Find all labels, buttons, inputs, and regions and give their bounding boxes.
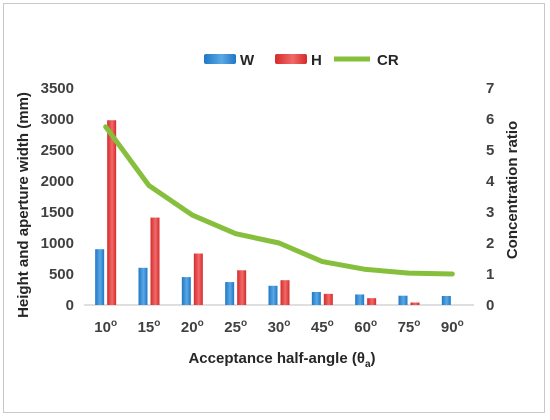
x-tick-label: 90o [441,318,464,336]
bar-h [410,302,420,305]
bar-w [398,295,408,305]
bar-h [237,270,247,305]
bar-h [280,280,290,305]
x-tick-label: 60o [354,318,377,336]
bar-h [193,253,203,305]
y-left-tick-label: 500 [49,266,74,283]
bar-w [181,277,191,305]
x-axis-title: Acceptance half-angle (θa) [188,350,375,370]
legend-label-h: H [311,52,322,69]
bar-w [355,294,365,305]
x-tick-label: 25o [224,318,247,336]
y-right-tick-label: 7 [486,80,494,97]
y-right-tick-label: 4 [486,173,495,190]
y-right-tick-label: 1 [486,266,494,283]
x-axis-title-sub: a [365,359,371,370]
chart-frame [3,3,545,413]
y-right-tick-label: 6 [486,111,494,128]
y-right-tick-label: 2 [486,235,494,252]
bars-group [95,120,451,306]
x-axis-title-end: ) [371,350,376,367]
right-axis-ticks: 0 1 2 3 4 5 6 7 [486,80,495,314]
bar-h [150,217,160,305]
bar-w [311,291,321,305]
left-axis-ticks: 0 500 1000 1500 2000 2500 3000 3500 [41,80,74,314]
cr-line-group [103,124,455,277]
y-right-tick-label: 5 [486,142,494,159]
y-right-tick-label: 3 [486,204,494,221]
line-cr [103,124,455,277]
y-left-axis-title: Height and aperture width (mm) [15,92,32,318]
bar-h [107,120,117,306]
legend-swatch-w [204,54,236,64]
bar-h [367,298,377,305]
bar-w [225,282,235,305]
bar-w [95,249,105,305]
x-tick-label: 45o [311,318,334,336]
y-left-tick-label: 2500 [41,142,74,159]
y-left-tick-label: 1500 [41,204,74,221]
y-left-tick-label: 0 [66,297,74,314]
y-left-tick-label: 2000 [41,173,74,190]
legend-swatch-h [275,54,307,64]
bar-h [323,293,333,305]
legend: W H CR [204,52,399,69]
x-tick-label: 20o [181,318,204,336]
bar-w [441,296,451,305]
y-right-axis-title: Concentration ratio [504,121,521,259]
bar-w [138,267,148,305]
x-tick-label: 30o [268,318,291,336]
legend-label-w: W [240,52,255,69]
bar-w [268,285,278,305]
x-tick-label: 75o [398,318,421,336]
y-left-tick-label: 3000 [41,111,74,128]
x-tick-label: 10o [94,318,117,336]
legend-label-cr: CR [377,52,399,69]
x-axis-ticks: 10o 15o 20o 25o 30o 45o 60o 75o 90o [94,318,463,336]
y-left-tick-label: 1000 [41,235,74,252]
x-axis-title-main: Acceptance half-angle (θ [188,350,364,367]
y-left-tick-label: 3500 [41,80,74,97]
x-tick-label: 15o [138,318,161,336]
y-right-tick-label: 0 [486,297,494,314]
